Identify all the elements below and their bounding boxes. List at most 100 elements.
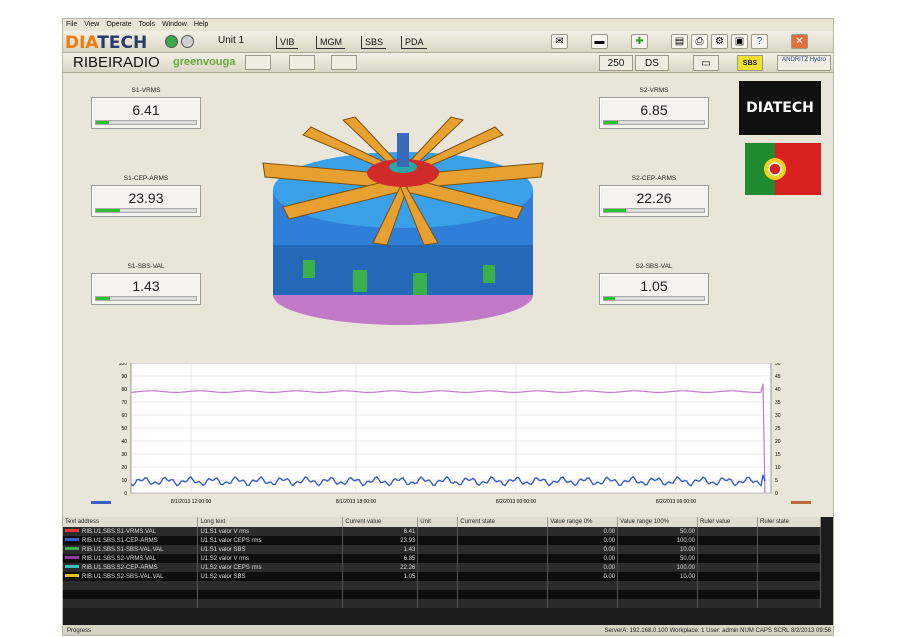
right-scroll-marker[interactable] bbox=[791, 501, 811, 504]
s2-sbs-bar bbox=[603, 296, 705, 301]
tab-sbs[interactable]: SBS bbox=[361, 36, 387, 49]
right-tick-label: 40 bbox=[775, 387, 781, 393]
table-cell: 10.00 bbox=[617, 572, 699, 581]
menu-help[interactable]: Help bbox=[193, 21, 209, 28]
s2-cep-value: 22.26 bbox=[636, 190, 672, 206]
column-header[interactable]: Current state bbox=[457, 517, 549, 527]
start-icon[interactable] bbox=[165, 35, 178, 48]
print-icon[interactable]: ⎙ bbox=[691, 34, 708, 49]
x-tick-label: 8/2/2013 06:00:00 bbox=[656, 499, 697, 505]
x-tick-label: 8/2/2013 00:00:00 bbox=[496, 499, 537, 505]
s1-cep-gauge: 23.93 bbox=[91, 185, 201, 217]
s2-sbs-bar-fill bbox=[604, 297, 615, 300]
save-icon[interactable]: ▣ bbox=[731, 34, 748, 49]
table-cell bbox=[757, 590, 821, 599]
table-cell: 100.00 bbox=[617, 563, 699, 572]
table-cell: 0.00 bbox=[547, 545, 619, 554]
table-row[interactable]: RIB.U1.SBS.S1-CEP-ARMS U1.S1 valor CEPS r… bbox=[63, 536, 821, 545]
station-name: RIBEIRADIO bbox=[73, 54, 160, 71]
table-cell bbox=[457, 536, 549, 545]
monitor-icon[interactable]: ▭ bbox=[693, 55, 719, 71]
close-icon[interactable]: ✕ bbox=[791, 34, 808, 49]
table-cell bbox=[417, 599, 459, 608]
table-cell: 100.00 bbox=[617, 536, 699, 545]
diatech-side-logo: DIATECH bbox=[739, 81, 821, 135]
sbs-badge[interactable]: SBS bbox=[737, 55, 763, 71]
column-header[interactable]: Unit bbox=[417, 517, 459, 527]
left-tick-label: 10 bbox=[121, 478, 127, 484]
s1-sbs-bar-fill bbox=[96, 297, 110, 300]
stop-icon[interactable] bbox=[181, 35, 194, 48]
menu-operate[interactable]: Operate bbox=[106, 21, 132, 28]
table-cell bbox=[63, 599, 199, 608]
column-header[interactable]: Ruler state bbox=[757, 517, 821, 527]
s2-vrms-bar bbox=[603, 120, 705, 125]
table-cell bbox=[457, 563, 549, 572]
menu-window[interactable]: Window bbox=[161, 21, 187, 28]
table-row[interactable] bbox=[63, 590, 821, 599]
left-scroll-marker[interactable] bbox=[91, 501, 111, 504]
table-cell bbox=[697, 545, 758, 554]
add-icon[interactable]: ✚ bbox=[631, 34, 648, 49]
s1-cep-label: S1-CEP-ARMS bbox=[123, 175, 169, 182]
report-icon[interactable]: ▤ bbox=[671, 34, 688, 49]
tab-pda[interactable]: PDA bbox=[401, 36, 427, 49]
view-button-3[interactable] bbox=[331, 55, 357, 70]
table-cell bbox=[697, 527, 758, 536]
menu-tools[interactable]: Tools bbox=[138, 21, 155, 28]
s2-vrms-gauge: 6.85 bbox=[599, 97, 709, 129]
table-row[interactable]: RIB.U1.SBS.S2-SBS-VAL.VAL U1.S2 valor SBS… bbox=[63, 572, 821, 581]
table-row[interactable] bbox=[63, 581, 821, 590]
s1-vrms-label: S1-VRMS bbox=[131, 87, 161, 94]
table-cell bbox=[63, 581, 199, 590]
column-header[interactable]: Long text bbox=[197, 517, 344, 527]
tab-mgm[interactable]: MGM bbox=[316, 36, 345, 49]
table-row[interactable]: RIB.U1.SBS.S1-SBS-VAL.VAL U1.S1 valor SBS… bbox=[63, 545, 821, 554]
series-color-swatch bbox=[65, 538, 79, 542]
table-row[interactable] bbox=[63, 599, 821, 608]
table-cell bbox=[757, 563, 821, 572]
table-row[interactable]: RIB.U1.SBS.S2-VRMS.VAL U1.S2 valor V rms 6… bbox=[63, 554, 821, 563]
table-cell: RIB.U1.SBS.S2-SBS-VAL.VAL bbox=[63, 572, 199, 581]
right-tick-label: 25 bbox=[775, 426, 781, 432]
series-color-swatch bbox=[65, 574, 79, 578]
view-button-2[interactable] bbox=[289, 55, 315, 70]
table-row[interactable]: RIB.U1.SBS.S1-VRMS.VAL U1.S1 valor V rms 6… bbox=[63, 527, 821, 536]
dashboard-panel: S1-VRMS 6.41 S1-CEP-ARMS 23.93 S1-SBS-VA… bbox=[65, 75, 833, 515]
unit-selector[interactable]: Unit 1 bbox=[218, 35, 245, 46]
table-cell bbox=[757, 545, 821, 554]
s2-sbs-gauge: 1.05 bbox=[599, 273, 709, 305]
column-header[interactable]: Current value bbox=[342, 517, 419, 527]
folder-icon[interactable]: ▬ bbox=[591, 34, 608, 49]
table-cell bbox=[457, 590, 549, 599]
mail-icon[interactable]: ✉ bbox=[551, 34, 568, 49]
table-cell bbox=[417, 527, 459, 536]
left-tick-label: 80 bbox=[121, 387, 127, 393]
table-cell bbox=[697, 536, 758, 545]
column-header[interactable]: Value range 100% bbox=[617, 517, 699, 527]
s2-vrms-bar-fill bbox=[604, 121, 618, 124]
s1-vrms-gauge: 6.41 bbox=[91, 97, 201, 129]
table-cell bbox=[417, 563, 459, 572]
series-line-magenta bbox=[130, 383, 766, 494]
table-cell: 0.00 bbox=[547, 527, 619, 536]
table-cell bbox=[547, 590, 619, 599]
table-cell bbox=[63, 590, 199, 599]
column-header[interactable]: Ruler value bbox=[697, 517, 758, 527]
table-row[interactable]: RIB.U1.SBS.S2-CEP-ARMS U1.S2 valor CEPS r… bbox=[63, 563, 821, 572]
table-cell bbox=[417, 590, 459, 599]
column-header[interactable]: Text address bbox=[63, 517, 199, 527]
view-button-1[interactable] bbox=[245, 55, 271, 70]
settings-icon[interactable]: ⚙ bbox=[711, 34, 728, 49]
menu-file[interactable]: File bbox=[66, 21, 78, 28]
tab-vib[interactable]: VIB bbox=[276, 36, 298, 49]
mode-field[interactable]: DS bbox=[635, 55, 669, 71]
table-cell bbox=[417, 581, 459, 590]
menu-view[interactable]: View bbox=[84, 21, 100, 28]
table-cell bbox=[757, 599, 821, 608]
help-icon[interactable]: ? bbox=[751, 34, 768, 49]
s1-sbs-gauge: 1.43 bbox=[91, 273, 201, 305]
app-window: File View Operate Tools Window Help DIAT… bbox=[62, 18, 834, 636]
diatech-logo: DIATECH bbox=[65, 33, 148, 53]
column-header[interactable]: Value range 0% bbox=[547, 517, 619, 527]
